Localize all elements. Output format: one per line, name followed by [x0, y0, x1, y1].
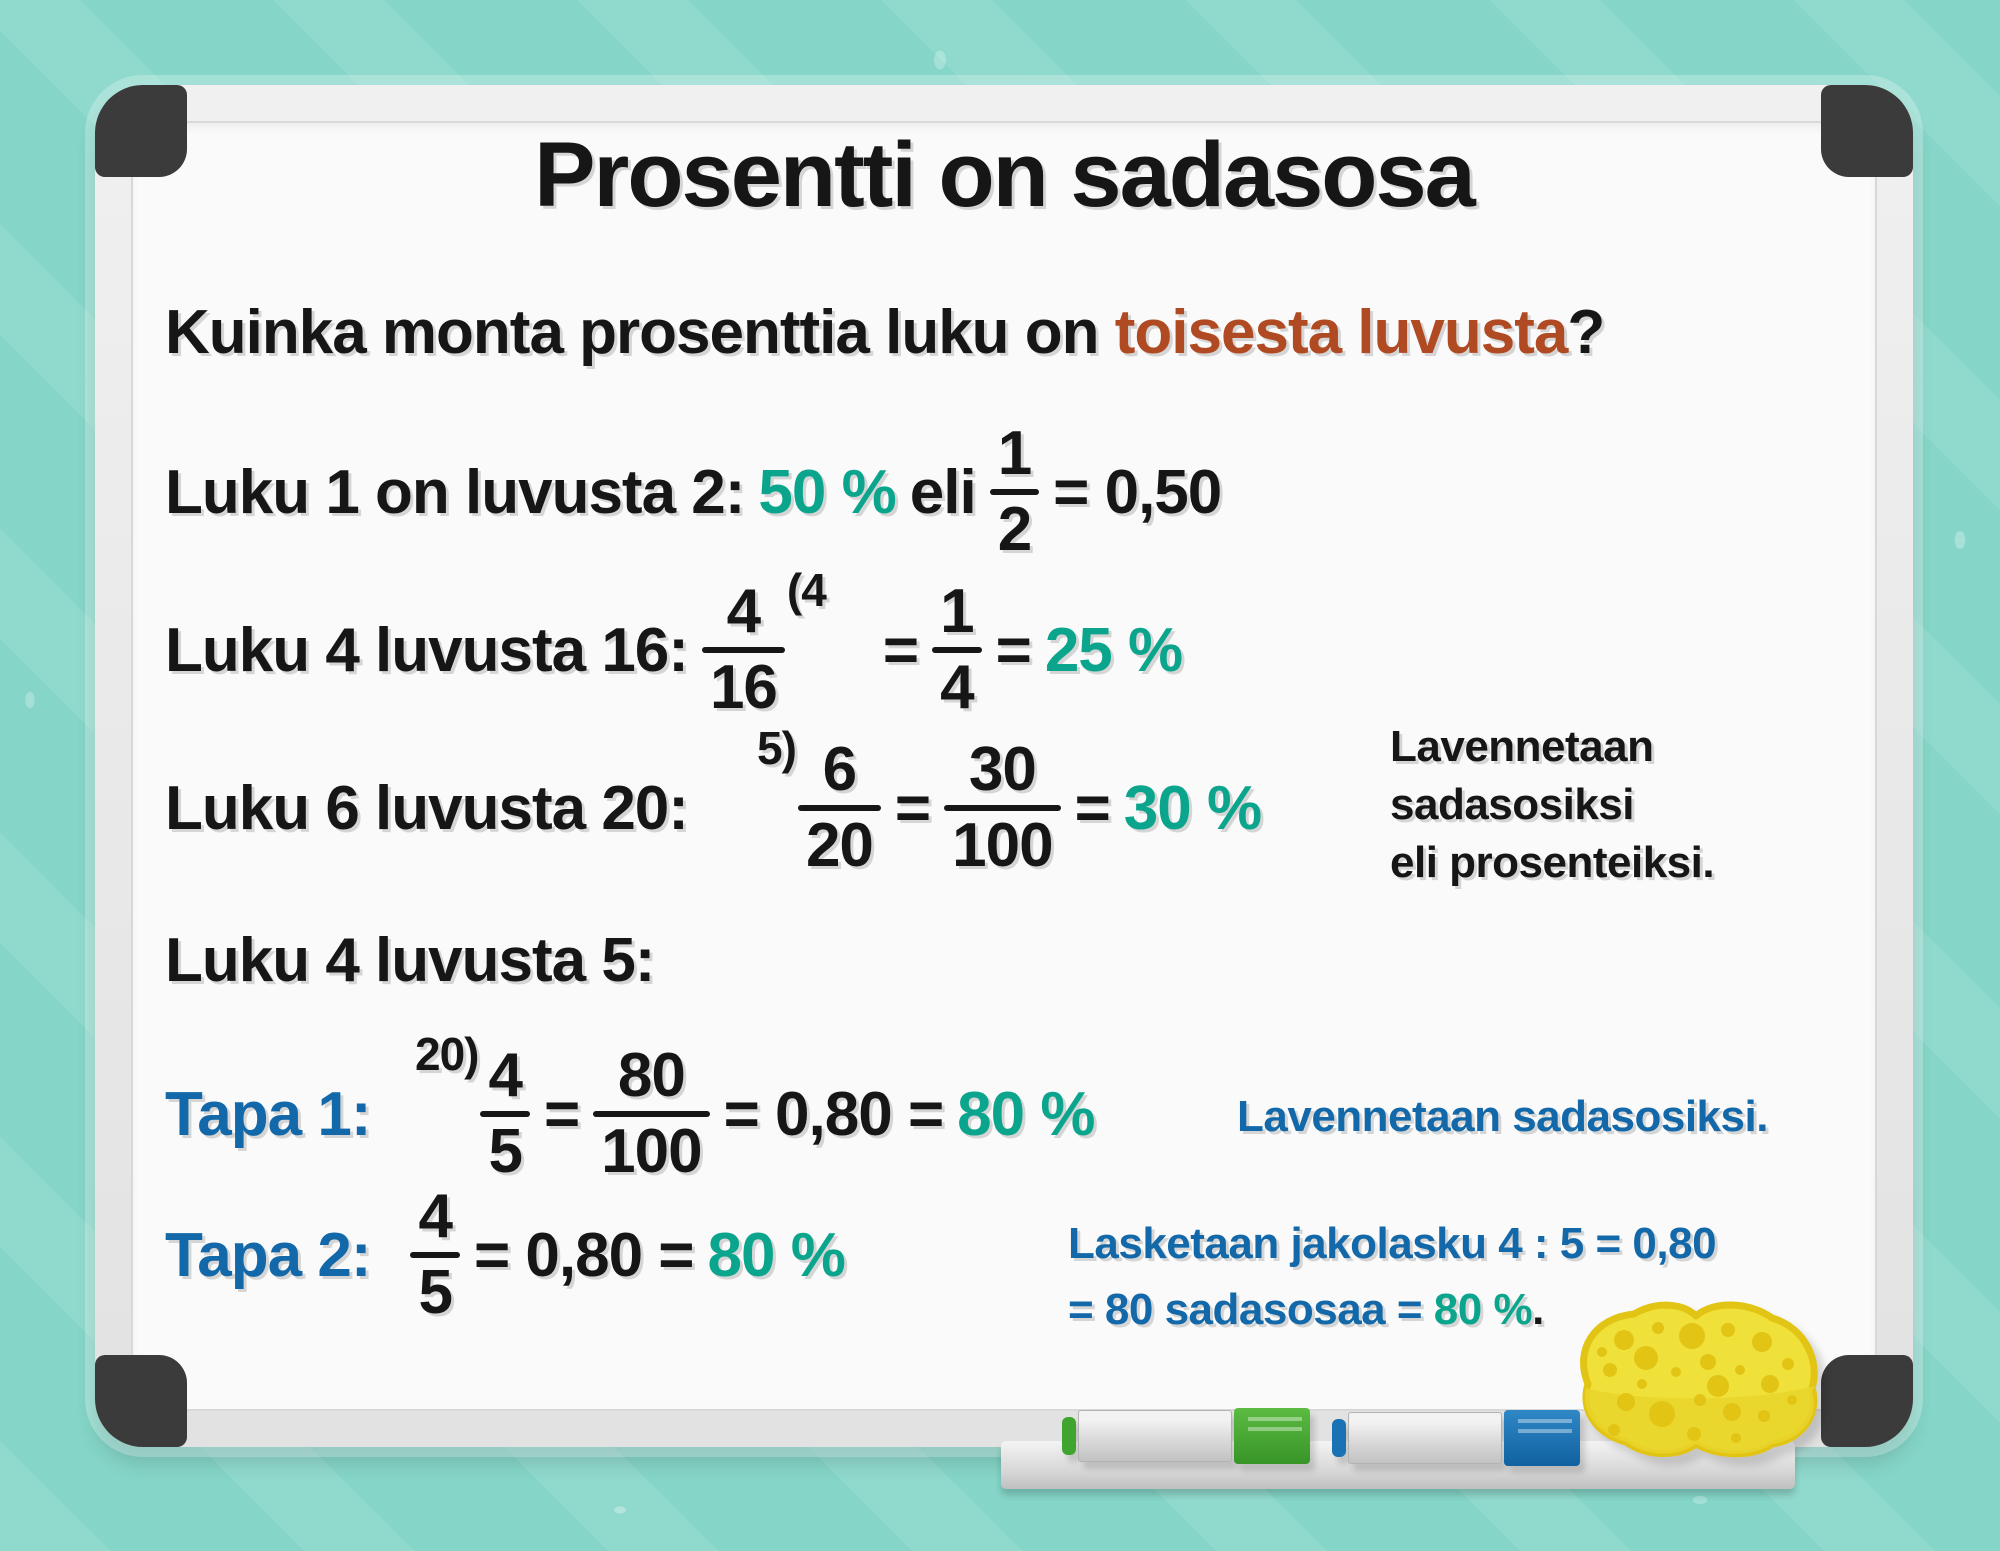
denominator: 2 [997, 495, 1032, 564]
denominator: 5 [488, 1117, 522, 1186]
whiteboard: Prosentti on sadasosa Kuinka monta prose… [95, 85, 1913, 1447]
whiteboard-surface [131, 121, 1877, 1411]
denominator: 100 [601, 1117, 702, 1186]
numerator: 4 [418, 1182, 452, 1251]
numerator: 1 [940, 577, 974, 646]
numerator: 6 [822, 735, 857, 804]
row2-equals-1: = [882, 615, 919, 685]
denominator: 100 [952, 811, 1053, 880]
fraction-bar [932, 647, 982, 653]
tapa1-label: Tapa 1: [165, 1079, 371, 1149]
board-corner-bracket-top-right [1821, 85, 1913, 177]
note-percent: 80 % [1433, 1285, 1533, 1334]
method-2-row: Tapa 2: 4 5 = 0,80 = 80 % [165, 1182, 846, 1327]
board-corner-bracket-bottom-left [95, 1355, 187, 1447]
board-corner-bracket-top-left [95, 85, 187, 177]
example-row-2: Luku 4 luvusta 16: 4 16 (4 = 1 4 = 25 % [165, 564, 1183, 722]
row3-label: Luku 6 luvusta 20: [165, 773, 689, 843]
marker-butt [1062, 1417, 1076, 1455]
denominator: 4 [940, 653, 974, 722]
fraction-bar [410, 1252, 460, 1258]
note-part: = 80 sadasosaa = [1068, 1285, 1434, 1334]
fraction-4-16-with-reduction: 4 16 (4 [701, 564, 827, 722]
tapa1-percent: 80 % [957, 1079, 1095, 1149]
row2-equals-2: = [995, 615, 1032, 685]
fraction-4-16: 4 16 [701, 577, 785, 722]
fraction-4-5: 4 5 [480, 1041, 530, 1186]
fraction-bar [989, 489, 1040, 495]
tapa2-label: Tapa 2: [165, 1220, 371, 1290]
board-corner-bracket-bottom-right [1821, 1355, 1913, 1447]
row1-eli: eli [909, 457, 977, 527]
blue-marker-icon [1332, 1410, 1580, 1466]
question-highlight: toisesta luvusta [1114, 298, 1569, 367]
fraction-bar [593, 1111, 710, 1117]
denominator: 20 [805, 811, 874, 880]
row3-percent: 30 % [1123, 773, 1262, 843]
note-tapa1: Lavennetaan sadasosiksi. [1237, 1092, 1768, 1141]
method-1-row: Tapa 1: 20) 4 5 = 80 100 = 0,80 = 80 % [165, 1028, 1096, 1186]
note-line: Lasketaan jakolasku 4 : 5 = 0,80 [1068, 1219, 1717, 1268]
example-row-3: Luku 6 luvusta 20: 5) 6 20 = 30 100 = 30… [165, 722, 1262, 880]
row1-result: = 0,50 [1053, 457, 1222, 527]
row3-equals-1: = [894, 773, 931, 843]
question-prefix: Kuinka monta prosenttia luku on [165, 298, 1115, 367]
note-tapa2: Lasketaan jakolasku 4 : 5 = 0,80 = 80 sa… [1068, 1211, 1717, 1343]
question-line: Kuinka monta prosenttia luku on toisesta… [165, 297, 1605, 368]
denominator: 5 [418, 1258, 452, 1327]
row2-label: Luku 4 luvusta 16: [165, 615, 689, 685]
denominator: 16 [709, 653, 778, 722]
fraction-bar [797, 805, 881, 811]
numerator: 4 [726, 577, 761, 646]
numerator: 1 [997, 419, 1032, 488]
sponge-icon [1580, 1301, 1818, 1458]
fraction-bar [701, 647, 785, 653]
fraction-bar [944, 805, 1061, 811]
marker-butt [1332, 1419, 1346, 1457]
fraction-4-5-with-expansion: 20) 4 5 [415, 1028, 530, 1186]
fraction-6-20-with-expansion: 5) 6 20 [757, 722, 881, 880]
green-marker-icon [1062, 1408, 1310, 1464]
note-line: = 80 sadasosaa = 80 %. [1068, 1277, 1716, 1343]
marker-cap [1504, 1410, 1580, 1466]
row3-equals-2: = [1074, 773, 1111, 843]
fraction-bar [480, 1111, 530, 1117]
note-line: sadasosiksi [1390, 780, 1635, 830]
fraction-80-100: 80 100 [593, 1041, 710, 1186]
example-row-1: Luku 1 on luvusta 2: 50 % eli 1 2 = 0,50 [165, 419, 1222, 564]
question-mark: ? [1567, 298, 1605, 367]
row2-percent: 25 % [1044, 615, 1183, 685]
tapa1-equals-1: = [543, 1079, 580, 1149]
note-expand-to-hundredths: Lavennetaan sadasosiksi eli prosenteiksi… [1390, 718, 1715, 892]
fraction-30-100: 30 100 [944, 735, 1061, 880]
reduction-superscript: (4 [786, 564, 827, 616]
tapa2-equals: = 0,80 = [473, 1220, 695, 1290]
marker-body [1348, 1412, 1502, 1464]
fraction-1-4: 1 4 [932, 577, 982, 722]
tapa2-percent: 80 % [707, 1220, 846, 1290]
numerator: 30 [968, 735, 1037, 804]
row1-label: Luku 1 on luvusta 2: [165, 457, 745, 527]
numerator: 80 [617, 1041, 686, 1110]
marker-body [1078, 1410, 1232, 1462]
fraction-4-5: 4 5 [410, 1182, 460, 1327]
row1-percent: 50 % [758, 457, 896, 527]
expansion-superscript: 5) [757, 722, 797, 774]
tapa1-equals-2: = 0,80 = [723, 1079, 945, 1149]
marker-cap [1234, 1408, 1310, 1464]
note-line: eli prosenteiksi. [1390, 838, 1715, 888]
note-line: Lavennetaan [1390, 722, 1654, 771]
example-row-4: Luku 4 luvusta 5: [165, 925, 655, 996]
fraction-6-20: 6 20 [797, 735, 881, 880]
expansion-superscript: 20) [414, 1028, 479, 1080]
fraction-1-2: 1 2 [989, 419, 1040, 564]
numerator: 4 [488, 1041, 522, 1110]
row4-label: Luku 4 luvusta 5: [165, 926, 655, 995]
page-title: Prosentti on sadasosa [534, 124, 1476, 226]
note-period: . [1532, 1285, 1544, 1334]
